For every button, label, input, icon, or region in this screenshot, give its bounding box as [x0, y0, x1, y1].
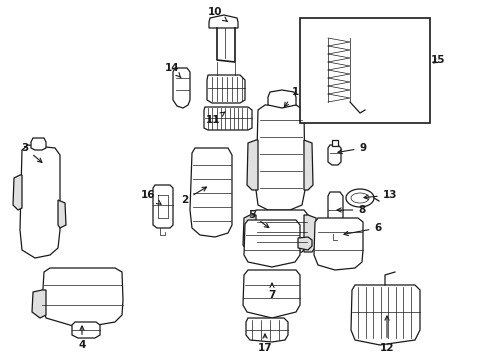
Polygon shape — [297, 237, 311, 250]
Polygon shape — [327, 145, 340, 165]
Text: 17: 17 — [257, 334, 272, 353]
Text: 12: 12 — [379, 316, 393, 353]
Polygon shape — [253, 210, 307, 255]
Polygon shape — [246, 140, 258, 190]
Text: 13: 13 — [363, 190, 396, 200]
Text: 14: 14 — [164, 63, 181, 78]
Polygon shape — [31, 138, 46, 150]
Polygon shape — [267, 90, 295, 108]
Polygon shape — [327, 192, 342, 234]
Polygon shape — [206, 75, 244, 103]
Polygon shape — [243, 215, 256, 252]
Text: 6: 6 — [343, 223, 381, 235]
Polygon shape — [346, 189, 373, 207]
Text: 4: 4 — [78, 326, 85, 350]
Bar — [299, 18, 429, 123]
Polygon shape — [244, 220, 299, 267]
Polygon shape — [13, 175, 22, 210]
Text: 9: 9 — [337, 143, 366, 154]
Polygon shape — [203, 107, 251, 130]
Polygon shape — [58, 200, 66, 228]
Text: 10: 10 — [207, 7, 227, 22]
Polygon shape — [304, 140, 312, 190]
Text: 16: 16 — [141, 190, 161, 204]
Polygon shape — [190, 148, 231, 237]
Polygon shape — [153, 185, 173, 228]
Text: 5: 5 — [248, 210, 268, 228]
Polygon shape — [20, 145, 60, 258]
Polygon shape — [245, 318, 287, 342]
Polygon shape — [256, 105, 305, 210]
Polygon shape — [208, 15, 238, 28]
Polygon shape — [331, 140, 337, 146]
Polygon shape — [32, 290, 46, 318]
Polygon shape — [350, 193, 368, 203]
Text: 2: 2 — [181, 187, 206, 205]
Text: 15: 15 — [430, 55, 445, 65]
Text: 7: 7 — [268, 283, 275, 300]
Text: 8: 8 — [336, 205, 365, 215]
Polygon shape — [243, 270, 299, 318]
Polygon shape — [304, 215, 316, 252]
Text: 3: 3 — [21, 143, 42, 162]
Text: 11: 11 — [205, 112, 225, 125]
Polygon shape — [42, 268, 123, 328]
Polygon shape — [72, 322, 100, 338]
Text: 1: 1 — [284, 87, 298, 107]
Polygon shape — [350, 285, 419, 345]
Polygon shape — [173, 68, 190, 108]
Polygon shape — [313, 218, 362, 270]
